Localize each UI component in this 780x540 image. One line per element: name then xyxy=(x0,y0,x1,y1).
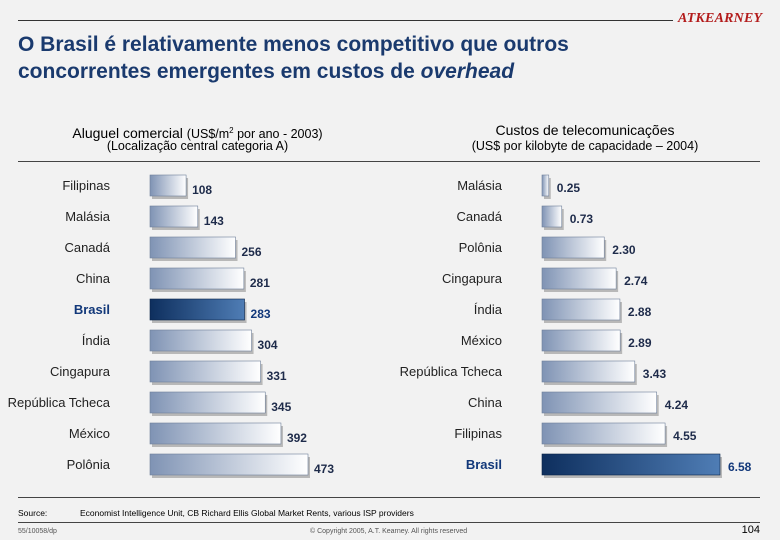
telecom-bar-polonia xyxy=(541,236,605,259)
telecom-value-label-republica-tcheca: 3.43 xyxy=(643,367,667,381)
left-chart-unit-suffix: por ano - 2003) xyxy=(233,127,323,142)
telecom-bar-china xyxy=(541,391,657,414)
rent-value-label-polonia: 473 xyxy=(314,462,334,476)
telecom-bar-malasia xyxy=(541,174,550,197)
title-emphasis: overhead xyxy=(420,60,515,83)
telecom-category-label-cingapura: Cingapura xyxy=(442,271,503,286)
right-bar-chart: Malásia 0.25 Canadá 0.73 Polônia 2.30 Cingapur… xyxy=(400,174,752,478)
rent-category-label-india: Índia xyxy=(82,333,111,348)
rent-category-label-china: China xyxy=(76,271,111,286)
rent-value-label-india: 304 xyxy=(258,338,278,352)
right-chart-subtitle: (US$ por kilobyte de capacidade – 2004) xyxy=(471,139,699,153)
telecom-value-label-mexico: 2.89 xyxy=(628,336,652,350)
rent-value-label-cingapura: 331 xyxy=(267,369,287,383)
rent-value-label-republica-tcheca: 345 xyxy=(271,400,291,414)
rent-category-label-polonia: Polônia xyxy=(67,457,111,472)
telecom-value-label-filipinas: 4.55 xyxy=(673,429,697,443)
telecom-category-label-republica-tcheca: República Tcheca xyxy=(400,364,503,379)
telecom-bar-brasil xyxy=(541,453,721,476)
brand-logo: ATKEARNEY xyxy=(678,11,763,26)
document-id: 55/10058/dp xyxy=(18,528,57,535)
telecom-value-label-canada: 0.73 xyxy=(570,212,594,226)
telecom-bar-cingapura xyxy=(541,267,617,290)
left-chart-unit-prefix: (US$/m xyxy=(186,127,230,142)
telecom-category-label-india: Índia xyxy=(474,302,503,317)
rent-category-label-brasil: Brasil xyxy=(74,302,110,317)
right-chart-title: Custos de telecomunicações xyxy=(495,122,675,138)
telecom-bar-republica-tcheca xyxy=(541,360,636,383)
title-line-1: O Brasil é relativamente menos competiti… xyxy=(18,33,569,56)
left-chart-title-main: Aluguel comercial xyxy=(72,125,183,142)
rent-category-label-republica-tcheca: República Tcheca xyxy=(8,395,111,410)
telecom-value-label-india: 2.88 xyxy=(628,305,652,319)
telecom-category-label-filipinas: Filipinas xyxy=(454,426,502,441)
footer-rule xyxy=(18,497,760,498)
telecom-bar-india xyxy=(541,298,621,321)
left-chart-unit: (US$/m2 por ano - 2003) xyxy=(186,126,323,142)
left-chart-subtitle: (Localização central categoria A) xyxy=(106,139,289,153)
rent-bar-china xyxy=(149,267,245,290)
rent-category-label-filipinas: Filipinas xyxy=(62,178,110,193)
rent-value-label-malasia: 143 xyxy=(204,214,224,228)
telecom-value-label-cingapura: 2.74 xyxy=(624,274,648,288)
left-bar-chart: Filipinas 108 Malásia 143 Canadá 256 China 281 B… xyxy=(8,174,334,478)
rent-bar-cingapura xyxy=(149,360,261,383)
title-line-2-text: concorrentes emergentes em custos de xyxy=(18,60,421,83)
rent-bar-canada xyxy=(149,236,236,259)
telecom-value-label-brasil: 6.58 xyxy=(728,460,752,474)
telecom-bar-mexico xyxy=(541,329,621,352)
telecom-bar-canada xyxy=(541,205,563,228)
rent-value-label-mexico: 392 xyxy=(287,431,307,445)
rent-category-label-cingapura: Cingapura xyxy=(50,364,111,379)
chart-top-rule xyxy=(18,161,760,162)
telecom-value-label-malasia: 0.25 xyxy=(557,181,581,195)
copyright-text: © Copyright 2005, A.T. Kearney. All righ… xyxy=(310,528,468,535)
rent-category-label-mexico: México xyxy=(69,426,110,441)
telecom-category-label-china: China xyxy=(468,395,503,410)
telecom-category-label-malasia: Malásia xyxy=(457,178,503,193)
source-text: Economist Intelligence Unit, CB Richard … xyxy=(80,508,414,518)
rent-bar-filipinas xyxy=(149,174,187,197)
page-title: O Brasil é relativamente menos competiti… xyxy=(18,31,738,85)
rent-category-label-canada: Canadá xyxy=(64,240,110,255)
source-label: Source: xyxy=(18,508,48,518)
rent-bar-india xyxy=(149,329,252,352)
rent-value-label-canada: 256 xyxy=(242,245,262,259)
telecom-value-label-polonia: 2.30 xyxy=(612,243,636,257)
rent-bar-brasil xyxy=(149,298,245,321)
rent-value-label-filipinas: 108 xyxy=(192,183,212,197)
telecom-category-label-polonia: Polônia xyxy=(459,240,503,255)
rent-bar-mexico xyxy=(149,422,282,445)
header-rule xyxy=(18,20,673,21)
telecom-category-label-brasil: Brasil xyxy=(466,457,502,472)
left-chart-unit-sup: 2 xyxy=(229,126,234,135)
footer-bottom-rule xyxy=(18,522,760,523)
rent-bar-malasia xyxy=(149,205,199,228)
telecom-category-label-mexico: México xyxy=(461,333,502,348)
rent-value-label-brasil: 283 xyxy=(251,307,271,321)
rent-value-label-china: 281 xyxy=(250,276,270,290)
telecom-category-label-canada: Canadá xyxy=(456,209,502,224)
page-number: 104 xyxy=(741,524,760,536)
title-line-2: concorrentes emergentes em custos de ove… xyxy=(18,58,738,85)
telecom-value-label-china: 4.24 xyxy=(665,398,689,412)
rent-category-label-malasia: Malásia xyxy=(65,209,111,224)
rent-bar-polonia xyxy=(149,453,309,476)
telecom-bar-filipinas xyxy=(541,422,666,445)
rent-bar-republica-tcheca xyxy=(149,391,266,414)
left-chart-title: Aluguel comercial (US$/m2 por ano - 2003… xyxy=(20,122,375,143)
